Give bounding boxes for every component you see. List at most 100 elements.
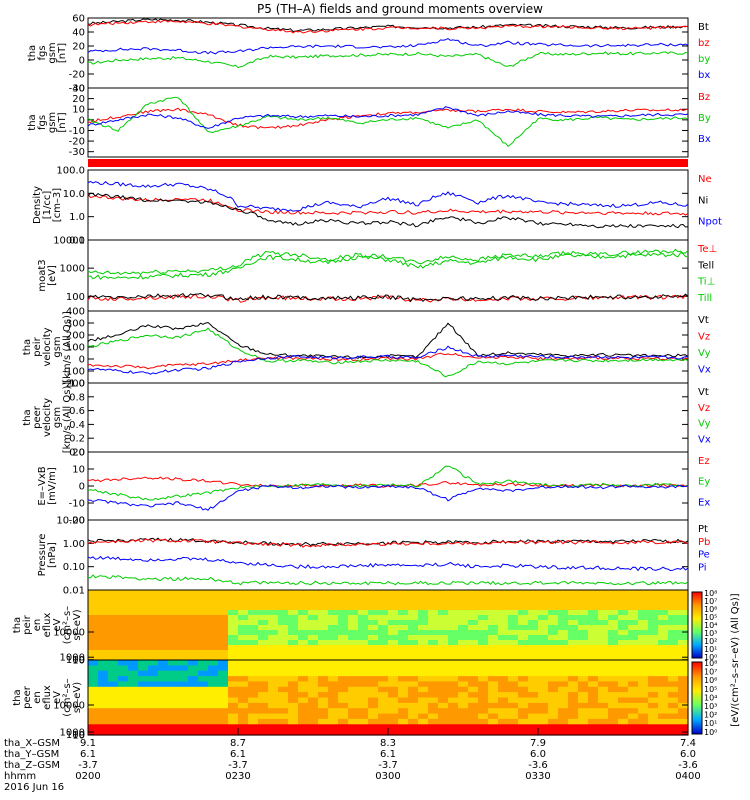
heatmap-cell: [168, 645, 179, 651]
heatmap-cell: [418, 681, 429, 688]
heatmap-cell: [358, 708, 369, 715]
heatmap-cell: [118, 640, 129, 646]
legend-Pb: Pb: [698, 537, 710, 548]
y-tick-label: 10000: [53, 628, 85, 639]
heatmap-cell: [668, 729, 679, 736]
heatmap-cell: [218, 697, 229, 704]
heatmap-cell: [288, 635, 299, 641]
heatmap-cell: [668, 670, 679, 677]
heatmap-cell: [388, 620, 399, 626]
heatmap-cell: [628, 655, 639, 661]
heatmap-cell: [498, 660, 509, 666]
heatmap-cell: [428, 713, 439, 720]
heatmap-cell: [538, 686, 549, 693]
heatmap-cell: [558, 645, 569, 651]
heatmap-cell: [378, 729, 389, 736]
heatmap-cell: [118, 630, 129, 636]
ephemeris-value: 0200: [75, 771, 100, 782]
x-axis: [87, 728, 689, 735]
heatmap-cell: [618, 702, 629, 709]
heatmap-cell: [208, 670, 219, 677]
heatmap-cell: [128, 590, 139, 596]
heatmap-cell: [488, 590, 499, 596]
heatmap-cell: [268, 660, 279, 666]
y-tick-label: 1.0: [69, 379, 85, 390]
heatmap-cell: [508, 729, 519, 736]
heatmap-cell: [308, 630, 319, 636]
heatmap-cell: [298, 610, 309, 616]
heatmap-cell: [108, 702, 119, 709]
heatmap-cell: [448, 681, 459, 688]
heatmap-cell: [568, 729, 579, 736]
heatmap-cell: [548, 590, 559, 596]
heatmap-cell: [208, 681, 219, 688]
heatmap-cell: [168, 610, 179, 616]
heatmap-cell: [428, 620, 439, 626]
heatmap-cell: [498, 605, 509, 611]
heatmap-cell: [498, 665, 509, 672]
heatmap-cell: [358, 590, 369, 596]
heatmap-cell: [358, 686, 369, 693]
heatmap-cell: [648, 655, 659, 661]
heatmap-cell: [628, 640, 639, 646]
heatmap-cell: [208, 697, 219, 704]
heatmap-cell: [348, 630, 359, 636]
heatmap-cell: [518, 692, 529, 699]
heatmap-cell: [578, 635, 589, 641]
heatmap-cell: [208, 686, 219, 693]
heatmap-cell: [208, 605, 219, 611]
heatmap-cell: [658, 670, 669, 677]
figure-title: P5 (TH–A) fields and ground moments over…: [257, 2, 543, 16]
y-axis-label: velocity: [42, 398, 53, 437]
heatmap-cell: [638, 660, 649, 666]
ephemeris-value: 0300: [375, 771, 400, 782]
y-tick-label: 1000: [60, 728, 85, 739]
heatmap-cell: [388, 718, 399, 725]
heatmap-cell: [658, 692, 669, 699]
heatmap-cell: [628, 620, 639, 626]
heatmap-cell: [148, 697, 159, 704]
heatmap-cell: [348, 697, 359, 704]
heatmap-cell: [168, 697, 179, 704]
heatmap-cell: [418, 697, 429, 704]
heatmap-cell: [278, 660, 289, 666]
heatmap-cell: [188, 600, 199, 606]
heatmap-cell: [648, 640, 659, 646]
heatmap-cell: [588, 718, 599, 725]
heatmap-cell: [648, 595, 659, 601]
heatmap-cell: [408, 645, 419, 651]
heatmap-cell: [148, 640, 159, 646]
heatmap-cell: [638, 595, 649, 601]
heatmap-cell: [128, 681, 139, 688]
heatmap-cell: [448, 660, 459, 666]
heatmap-cell: [578, 697, 589, 704]
heatmap-cell: [188, 670, 199, 677]
heatmap-cell: [588, 590, 599, 596]
heatmap-cell: [138, 713, 149, 720]
heatmap-cell: [238, 610, 249, 616]
heatmap-cell: [398, 595, 409, 601]
colorbar-tick: 10²: [704, 711, 717, 720]
heatmap-cell: [618, 729, 629, 736]
heatmap-cell: [278, 676, 289, 683]
heatmap-cell: [368, 692, 379, 699]
heatmap-cell: [638, 610, 649, 616]
heatmap-cell: [148, 650, 159, 656]
heatmap-cell: [308, 702, 319, 709]
heatmap-cell: [498, 635, 509, 641]
heatmap-cell: [268, 620, 279, 626]
ephemeris-row-label: tha_Y–GSM: [4, 749, 59, 760]
heatmap-cell: [578, 713, 589, 720]
heatmap-cell: [188, 595, 199, 601]
heatmap-cell: [248, 640, 259, 646]
heatmap-cell: [558, 595, 569, 601]
heatmap-cell: [288, 620, 299, 626]
heatmap-cell: [238, 630, 249, 636]
heatmap-cell: [268, 676, 279, 683]
heatmap-cell: [308, 729, 319, 736]
heatmap-cell: [228, 655, 239, 661]
heatmap-cell: [538, 590, 549, 596]
heatmap-cell: [508, 681, 519, 688]
heatmap-cell: [678, 708, 689, 715]
heatmap-cell: [138, 697, 149, 704]
